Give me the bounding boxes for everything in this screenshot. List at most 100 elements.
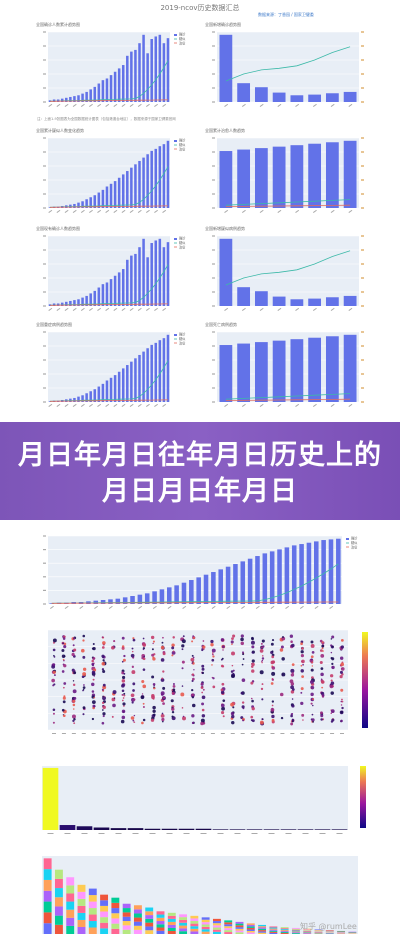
bar (65, 97, 68, 102)
scatter-point (63, 686, 65, 689)
scatter-point (279, 648, 284, 652)
bar (237, 83, 251, 102)
x-tick-label (277, 103, 282, 107)
stacked-bar-segment (88, 921, 97, 928)
scatter-point (331, 635, 335, 639)
scatter-point (82, 667, 87, 671)
scatter-point (330, 651, 333, 654)
y-tick-label (43, 549, 46, 551)
scatter-point (151, 648, 154, 651)
y-tick-label (43, 535, 46, 537)
y-tick-label (212, 291, 215, 293)
chart-panel: 全国新增确诊趋势图 (205, 22, 365, 114)
bar (97, 192, 101, 208)
scatter-point (72, 683, 76, 687)
x-tick-label (260, 733, 265, 734)
stacked-bar-segment (325, 932, 334, 934)
right-tick-label (361, 59, 364, 61)
scatter-point (142, 648, 145, 651)
stacked-bar-segment (156, 924, 165, 928)
bar (308, 298, 322, 306)
bar (189, 580, 194, 604)
scatter-point (210, 639, 214, 644)
scatter-point (191, 679, 194, 683)
scatter-point (51, 678, 55, 683)
scatter-point (101, 721, 105, 725)
scatter-point (201, 691, 204, 694)
scatter-point (311, 718, 315, 722)
right-tick-label (361, 305, 364, 307)
y-tick-label (212, 263, 215, 265)
x-tick-label (64, 209, 69, 213)
stacked-bar-segment (314, 932, 323, 934)
scatter-point (191, 673, 195, 676)
right-tick-label (361, 45, 364, 47)
scatter-point (53, 674, 56, 677)
chart-title: 全国确诊人数累计趋势图 (36, 22, 80, 27)
legend-label: 确诊 (179, 332, 186, 337)
scatter-point (101, 668, 105, 671)
bubble-chart (48, 629, 368, 734)
stacked-bar-segment (133, 905, 142, 910)
bar (101, 80, 105, 102)
right-tick-label (361, 291, 364, 293)
scatter-point (290, 722, 294, 726)
bar (121, 368, 125, 402)
legend-label: 治愈 (351, 545, 358, 550)
stacked-bar-segment (246, 923, 255, 925)
scatter-point (261, 639, 265, 643)
stacked-bar-segment (167, 912, 176, 916)
scatter-point (329, 684, 334, 689)
bar (138, 43, 141, 102)
x-tick-label (145, 307, 150, 311)
bar (211, 572, 216, 604)
stacked-bar-segment (325, 930, 334, 932)
y-tick-label (43, 291, 46, 293)
scatter-point (171, 643, 175, 647)
scatter-point (251, 669, 255, 673)
scatter-point (171, 646, 175, 650)
bar (126, 259, 129, 306)
stacked-bar-segment (100, 922, 109, 929)
x-tick-label (162, 103, 167, 107)
scatter-point (330, 712, 333, 715)
scatter-point (172, 636, 175, 639)
y-tick-label (212, 249, 215, 251)
stacked-bar-segment (179, 925, 188, 929)
chart-svg (212, 235, 364, 311)
y-tick-label (212, 59, 215, 61)
scatter-point (150, 718, 155, 722)
stacked-bar-segment (190, 918, 199, 922)
scatter-point (301, 713, 305, 717)
scatter-point (102, 712, 106, 716)
stacked-bar-segment (100, 894, 109, 901)
x-tick-label (259, 307, 264, 311)
stacked-bar-segment (314, 931, 323, 933)
bar (76, 826, 93, 830)
scatter-point (202, 640, 205, 642)
stacked-bar-segment (212, 923, 221, 926)
scatter-point (290, 673, 295, 677)
x-tick-label (312, 209, 317, 213)
bar (263, 829, 280, 830)
scatter-point (152, 705, 156, 710)
scatter-point (72, 699, 76, 703)
bar (291, 545, 297, 604)
scatter-point (211, 653, 214, 656)
scatter-point (161, 720, 164, 723)
bar (138, 247, 141, 306)
scatter-point (122, 697, 125, 699)
scatter-point (331, 662, 334, 666)
bar (97, 386, 101, 402)
x-tick-label (56, 209, 61, 213)
scatter-point (321, 641, 324, 644)
stacked-bar-segment (280, 928, 289, 930)
stacked-bar-segment (235, 928, 244, 931)
bar (101, 189, 105, 208)
source-link[interactable]: 数据来源：丁香园 / 国家卫健委 (258, 12, 314, 17)
stacked-bar-segment (291, 933, 300, 934)
scatter-point (160, 645, 165, 650)
bar (113, 71, 117, 102)
bar (308, 94, 322, 102)
x-tick-label (330, 733, 335, 734)
